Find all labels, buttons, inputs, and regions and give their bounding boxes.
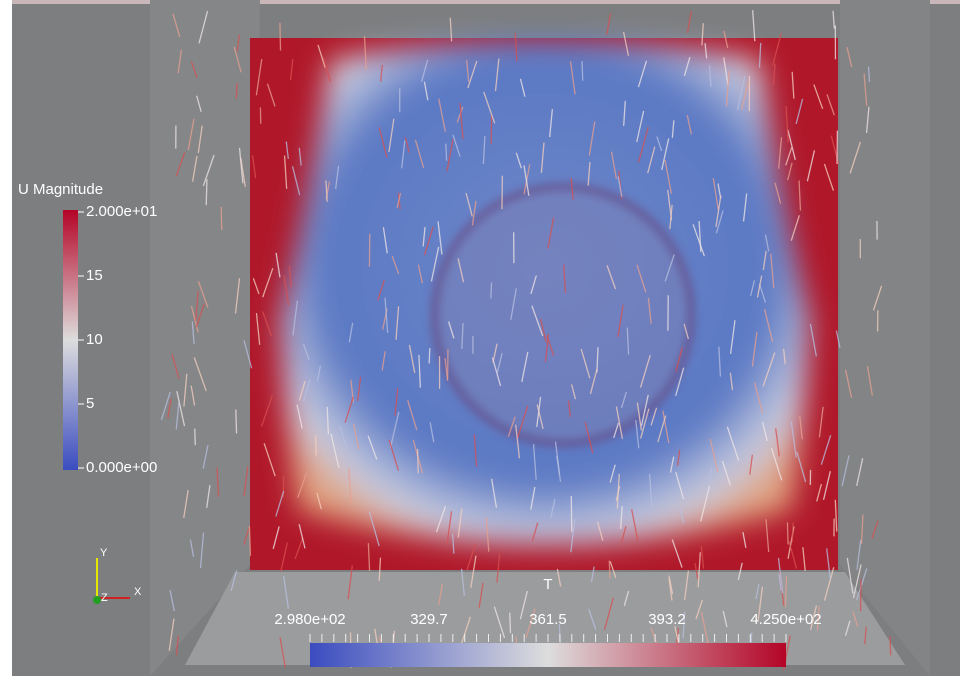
x-axis-label: X — [134, 586, 142, 598]
cylinder-section — [435, 187, 691, 443]
u-tick-label: 15 — [86, 267, 103, 284]
render-view: U Magnitude 2.000e+01 15 10 5 0.000e+00 T 2.… — [0, 0, 960, 676]
u-tick-label: 10 — [86, 331, 103, 348]
glyph-arrow — [446, 144, 447, 161]
glyph-arrow — [792, 522, 793, 542]
glyph-arrow — [236, 410, 237, 434]
glyph-arrow — [418, 449, 419, 473]
u-tick-label: 0.000e+00 — [86, 459, 157, 476]
u-tick-label: 2.000e+01 — [86, 203, 157, 220]
t-tick-label: 2.980e+02 — [274, 611, 345, 628]
y-axis-label: Y — [100, 547, 108, 559]
box-right-face — [840, 0, 930, 676]
t-tick-label: 4.250e+02 — [750, 611, 821, 628]
u-tick-label: 5 — [86, 395, 94, 412]
z-axis — [93, 596, 101, 604]
glyph-arrow — [890, 636, 891, 655]
page: U Magnitude 2.000e+01 15 10 5 0.000e+00 T 2.… — [0, 0, 960, 676]
glyph-arrow — [316, 435, 317, 455]
t-tick-label: 393.2 — [648, 611, 686, 628]
glyph-arrow — [609, 561, 610, 579]
glyph-arrow — [221, 207, 222, 230]
glyph-arrow — [491, 282, 492, 298]
glyph-arrow — [206, 179, 207, 205]
z-axis-label: Z — [101, 592, 108, 604]
t-tick-label: 329.7 — [410, 611, 448, 628]
t-colorbar — [310, 643, 786, 667]
t-legend-title: T — [543, 576, 552, 593]
glyph-arrow — [429, 348, 430, 363]
glyph-arrow — [236, 83, 237, 99]
u-colorbar — [63, 210, 78, 470]
glyph-arrow — [582, 61, 583, 81]
u-legend-title: U Magnitude — [18, 181, 103, 198]
t-tick-label: 361.5 — [529, 611, 567, 628]
glyph-arrow — [787, 522, 788, 544]
glyph-arrow — [510, 613, 511, 633]
glyph-arrow — [280, 23, 281, 51]
